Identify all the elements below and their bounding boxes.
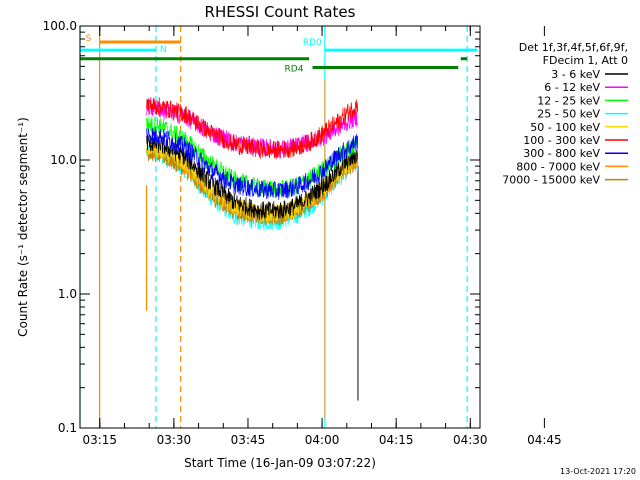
series-line xyxy=(146,134,358,220)
legend-entry-label: 3 - 6 keV xyxy=(551,68,600,81)
legend-entry-label: 12 - 25 keV xyxy=(537,94,600,107)
x-tick-label: 04:30 xyxy=(453,433,488,447)
x-tick-label: 03:45 xyxy=(231,433,266,447)
x-axis-label: Start Time (16-Jan-09 03:07:22) xyxy=(184,456,376,470)
flag-label: S xyxy=(86,34,92,44)
footer-timestamp: 13-Oct-2021 17:20 xyxy=(560,467,636,476)
y-tick-label: 1.0 xyxy=(58,287,77,301)
legend: Det 1f,3f,4f,5f,6f,9f, FDecim 1, Att 0 3… xyxy=(502,41,628,187)
x-tick-label: 03:30 xyxy=(157,433,192,447)
legend-entry-label: 100 - 300 keV xyxy=(523,134,600,147)
series-line xyxy=(146,127,358,200)
y-tick-label: 10.0 xyxy=(50,153,77,167)
y-axis-ticks: 0.1 1.0 10.0 100.0 xyxy=(43,19,480,435)
x-tick-label: 03:15 xyxy=(82,433,117,447)
flag-label: N xyxy=(160,45,167,55)
x-tick-label: 04:15 xyxy=(379,433,414,447)
flag-label: RD4 xyxy=(285,65,304,75)
legend-entry-label: 6 - 12 keV xyxy=(544,81,600,94)
legend-entry-label: 7000 - 15000 keV xyxy=(502,174,600,187)
legend-header-line-2: FDecim 1, Att 0 xyxy=(543,54,628,67)
y-axis-label: Count Rate (s⁻¹ detector segment⁻¹) xyxy=(16,117,30,337)
series-layer xyxy=(146,97,358,232)
x-tick-label: 04:45 xyxy=(527,433,562,447)
x-tick-label: 04:00 xyxy=(305,433,340,447)
legend-entry-label: 25 - 50 keV xyxy=(537,108,600,121)
legend-entry-label: 300 - 800 keV xyxy=(523,147,600,160)
legend-entry-label: 50 - 100 keV xyxy=(530,121,600,134)
series-line xyxy=(146,144,358,226)
series-line xyxy=(146,97,358,160)
plot-frame xyxy=(79,25,481,429)
y-tick-label: 0.1 xyxy=(58,421,77,435)
legend-entry-label: 800 - 7000 keV xyxy=(516,160,600,173)
y-tick-label: 100.0 xyxy=(43,19,77,33)
flag-label: RD0 xyxy=(303,38,322,48)
chart-title: RHESSI Count Rates xyxy=(205,3,356,21)
legend-header-line-1: Det 1f,3f,4f,5f,6f,9f, xyxy=(519,41,628,54)
x-axis-ticks: 03:15 03:30 03:45 04:00 04:15 04:30 04:45 xyxy=(82,26,562,447)
